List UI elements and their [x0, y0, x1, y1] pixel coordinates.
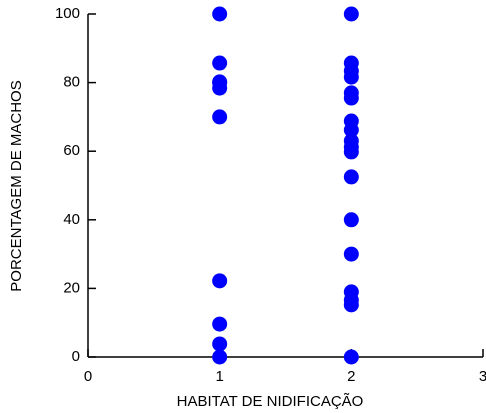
point	[343, 6, 359, 22]
point	[343, 122, 359, 138]
point	[343, 349, 359, 365]
y-axis-label: PORCENTAGEM DE MACHOS	[8, 80, 25, 291]
point	[212, 349, 228, 365]
point	[343, 144, 359, 160]
x-tick-label: 0	[84, 368, 92, 385]
point	[343, 90, 359, 106]
point	[343, 297, 359, 313]
point	[212, 55, 228, 71]
y-tick-label: 60	[63, 142, 80, 159]
y-tick-label: 100	[55, 5, 80, 22]
x-tick-label: 3	[479, 368, 486, 385]
point	[212, 273, 228, 289]
point	[212, 6, 228, 22]
point	[343, 69, 359, 85]
point	[212, 109, 228, 125]
point	[212, 336, 228, 352]
x-axis-label: HABITAT DE NIDIFICAÇÃO	[177, 393, 364, 410]
y-tick-label: 80	[63, 74, 80, 91]
x-tick-label: 2	[347, 368, 355, 385]
y-tick-label: 20	[63, 279, 80, 296]
y-tick-label: 0	[72, 348, 80, 365]
point	[343, 169, 359, 185]
point	[212, 80, 228, 96]
point	[343, 246, 359, 262]
point	[343, 212, 359, 228]
x-tick-label: 1	[215, 368, 223, 385]
point	[212, 316, 228, 332]
y-tick-label: 40	[63, 211, 80, 228]
